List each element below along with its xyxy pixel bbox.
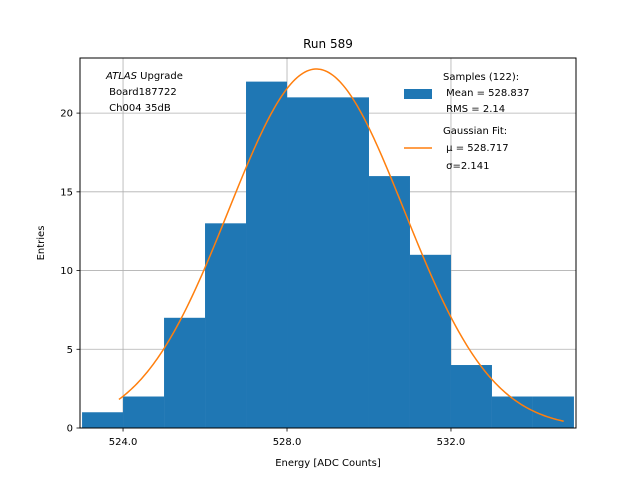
legend-samples-mean: Mean = 528.837 — [443, 88, 530, 99]
axis-ticks: 524.0 528.0 532.0 0 5 10 15 20 — [60, 109, 465, 448]
histogram-bar — [246, 81, 288, 429]
histogram-bar — [491, 396, 533, 428]
chart-title: Run 589 — [303, 37, 353, 51]
histogram-bar — [368, 176, 410, 428]
histogram-bar — [205, 223, 247, 428]
x-tick-label: 524.0 — [109, 437, 138, 448]
y-tick-label: 0 — [67, 424, 73, 435]
y-tick-label: 10 — [60, 266, 73, 277]
annotation-atlas-word: ATLAS — [105, 71, 138, 82]
annotation-board: Board187722 — [106, 87, 177, 98]
histogram-bar — [450, 365, 492, 428]
plot-frame — [79, 57, 577, 429]
legend-samples-swatch — [404, 89, 432, 99]
annotation-upgrade-word: Upgrade — [137, 71, 183, 82]
legend-samples-line-1: Samples (122): — [443, 72, 519, 83]
x-tick-label: 528.0 — [273, 437, 302, 448]
legend-fit-mu: μ = 528.717 — [443, 143, 509, 154]
histogram-bar — [164, 317, 206, 428]
y-tick-label: 15 — [60, 187, 73, 198]
histogram-bars — [82, 81, 574, 429]
y-tick-label: 20 — [60, 109, 73, 120]
histogram-bar — [82, 412, 124, 428]
legend-fit-sigma: σ=2.141 — [443, 161, 490, 172]
atlas-annotation: ATLAS Upgrade Board187722 Ch004 35dB — [105, 71, 183, 114]
annotation-channel: Ch004 35dB — [106, 103, 171, 114]
y-axis-label: Entries — [36, 226, 47, 261]
histogram-bar — [328, 97, 369, 429]
histogram-bar — [409, 254, 451, 428]
legend-fit-line-1: Gaussian Fit: — [443, 126, 507, 137]
gaussian-fit-layer — [118, 68, 564, 422]
histogram-bar — [532, 396, 574, 428]
legend-samples-rms: RMS = 2.14 — [443, 104, 505, 115]
legend: Samples (122): Mean = 528.837 RMS = 2.14… — [404, 72, 530, 172]
gaussian-fit-curve — [118, 68, 564, 422]
annotation-line-1: ATLAS Upgrade — [105, 71, 183, 82]
x-axis-label: Energy [ADC Counts] — [275, 458, 381, 469]
histogram-bar — [287, 97, 328, 429]
histogram-bar — [123, 396, 165, 428]
x-tick-label: 532.0 — [437, 437, 466, 448]
y-tick-label: 5 — [67, 345, 73, 356]
